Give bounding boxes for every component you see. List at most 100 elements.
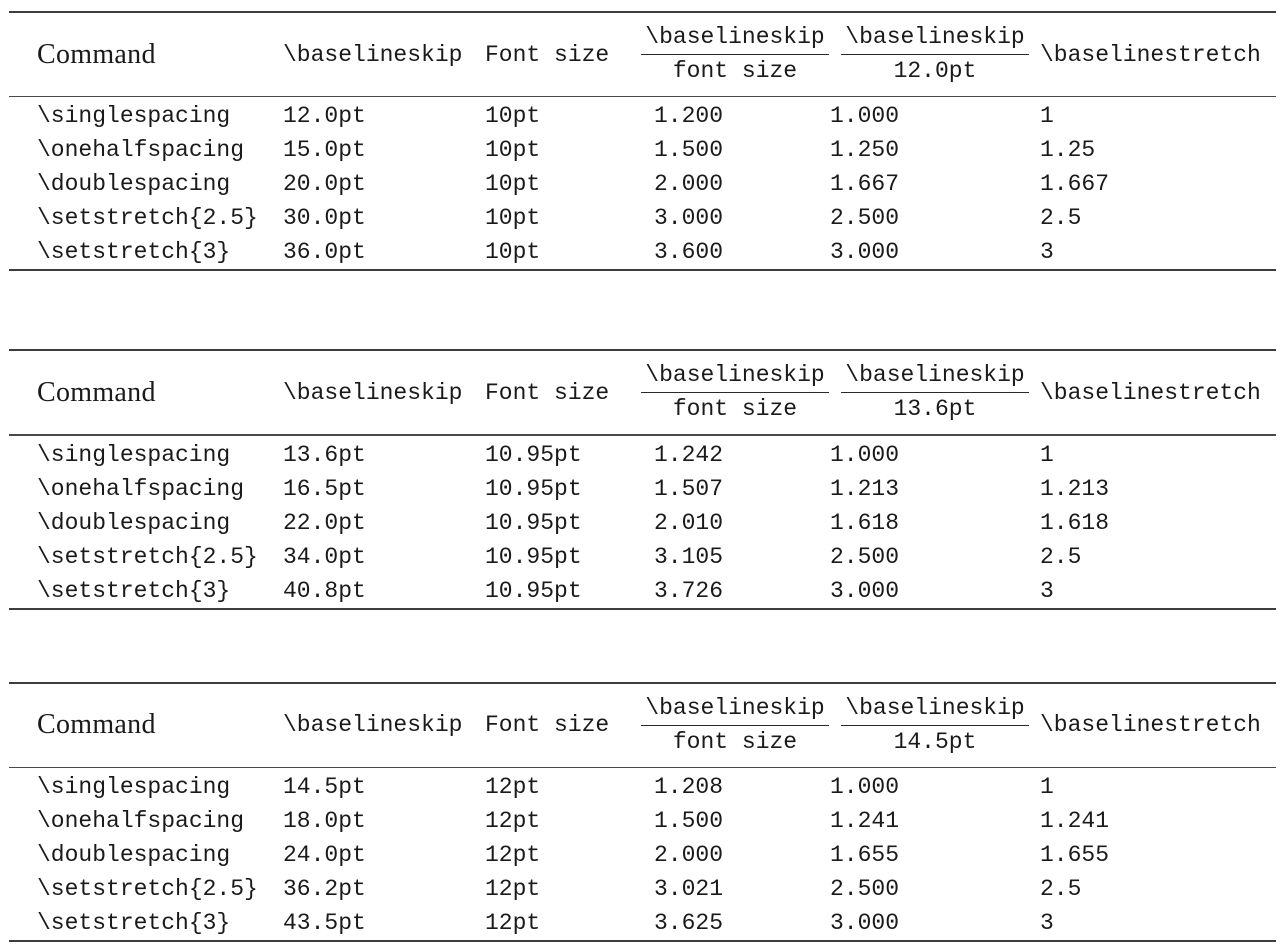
cell-ratio-fontsize: 2.000 <box>654 171 724 198</box>
cell-ratio-single: 3.000 <box>830 239 900 266</box>
cell-baselinestretch: 1 <box>1040 774 1054 801</box>
cell-ratio-fontsize: 1.500 <box>654 808 724 835</box>
fraction: \baselineskip 12.0pt <box>841 23 1029 86</box>
header-ratio-baselineskip-single: \baselineskip 14.5pt <box>830 694 1040 757</box>
cell-command: \doublespacing <box>37 509 231 536</box>
cell-font-size: 10pt <box>485 137 541 164</box>
fraction-denominator: font size <box>672 728 798 755</box>
spacing-table-10-95pt: Command \baselineskip Font size \baselin… <box>9 349 1276 610</box>
header-command: Command <box>37 376 156 408</box>
table-row: \singlespacing 13.6pt 10.95pt 1.242 1.00… <box>9 438 1276 472</box>
cell-ratio-fontsize: 3.600 <box>654 239 724 266</box>
cell-command: \onehalfspacing <box>37 137 245 164</box>
cell-ratio-single: 1.000 <box>830 441 900 468</box>
cell-ratio-fontsize: 3.625 <box>654 910 724 937</box>
cell-font-size: 12pt <box>485 774 541 801</box>
cell-ratio-single: 1.241 <box>830 808 900 835</box>
header-row: Command \baselineskip Font size \baselin… <box>9 351 1276 434</box>
cell-baselinestretch: 1 <box>1040 441 1054 468</box>
cell-baselineskip: 36.2pt <box>283 876 366 903</box>
fraction: \baselineskip font size <box>641 23 829 86</box>
header-ratio-baselineskip-fontsize: \baselineskip font size <box>640 694 830 757</box>
cell-font-size: 12pt <box>485 876 541 903</box>
cell-command: \setstretch{2.5} <box>37 205 258 232</box>
cell-ratio-single: 1.000 <box>830 103 900 130</box>
cell-baselineskip: 22.0pt <box>283 509 366 536</box>
fraction-denominator: font size <box>672 58 798 84</box>
fraction: \baselineskip font size <box>641 694 829 757</box>
cell-baselineskip: 40.8pt <box>283 577 366 604</box>
cell-command: \singlespacing <box>37 103 231 130</box>
cell-baselinestretch: 2.5 <box>1040 205 1082 232</box>
table-row: \doublespacing 24.0pt 12pt 2.000 1.655 1… <box>9 838 1276 872</box>
cell-command: \onehalfspacing <box>37 475 245 502</box>
cell-baselinestretch: 2.5 <box>1040 543 1082 570</box>
header-command: Command <box>37 709 156 741</box>
cell-baselineskip: 34.0pt <box>283 543 366 570</box>
header-ratio-baselineskip-single: \baselineskip 12.0pt <box>830 23 1040 86</box>
header-font-size: Font size <box>485 712 610 739</box>
fraction-denominator: font size <box>672 396 798 423</box>
cell-ratio-fontsize: 1.208 <box>654 774 724 801</box>
cell-baselineskip: 36.0pt <box>283 239 366 266</box>
cell-ratio-single: 2.500 <box>830 876 900 903</box>
cell-font-size: 10.95pt <box>485 509 582 536</box>
cell-baselinestretch: 1.655 <box>1040 842 1110 869</box>
table-body: \singlespacing 14.5pt 12pt 1.208 1.000 1… <box>9 768 1276 940</box>
table-row: \onehalfspacing 15.0pt 10pt 1.500 1.250 … <box>9 133 1276 167</box>
cell-ratio-fontsize: 1.200 <box>654 103 724 130</box>
fraction-denominator: 13.6pt <box>893 396 977 423</box>
cell-ratio-fontsize: 2.010 <box>654 509 724 536</box>
spacing-table-10pt: Command \baselineskip Font size \baselin… <box>9 11 1276 272</box>
cell-font-size: 10.95pt <box>485 475 582 502</box>
header-baselineskip: \baselineskip <box>283 712 463 739</box>
table-gap <box>9 610 1276 682</box>
cell-command: \setstretch{3} <box>37 910 231 937</box>
cell-ratio-single: 3.000 <box>830 577 900 604</box>
cell-baselineskip: 13.6pt <box>283 441 366 468</box>
table-row: \doublespacing 22.0pt 10.95pt 2.010 1.61… <box>9 506 1276 540</box>
fraction-numerator: \baselineskip <box>641 694 829 726</box>
cell-ratio-fontsize: 1.507 <box>654 475 724 502</box>
fraction: \baselineskip font size <box>641 361 829 424</box>
header-ratio-baselineskip-fontsize: \baselineskip font size <box>640 23 830 86</box>
cell-command: \singlespacing <box>37 774 231 801</box>
table-row: \setstretch{3} 40.8pt 10.95pt 3.726 3.00… <box>9 574 1276 608</box>
cell-baselineskip: 20.0pt <box>283 171 366 198</box>
cell-baselineskip: 30.0pt <box>283 205 366 232</box>
table-row: \singlespacing 12.0pt 10pt 1.200 1.000 1 <box>9 99 1276 133</box>
header-baselinestretch: \baselinestretch <box>1040 41 1261 68</box>
table-gap <box>9 271 1276 349</box>
header-rule <box>9 96 1276 98</box>
header-font-size: Font size <box>485 379 610 406</box>
cell-baselineskip: 24.0pt <box>283 842 366 869</box>
cell-ratio-single: 1.250 <box>830 137 900 164</box>
cell-font-size: 10.95pt <box>485 577 582 604</box>
bottom-rule <box>9 607 1276 610</box>
top-rule <box>9 349 1276 352</box>
header-ratio-baselineskip-single: \baselineskip 13.6pt <box>830 361 1040 424</box>
cell-font-size: 10.95pt <box>485 441 582 468</box>
table-row: \onehalfspacing 16.5pt 10.95pt 1.507 1.2… <box>9 472 1276 506</box>
top-rule <box>9 681 1276 684</box>
cell-font-size: 10pt <box>485 103 541 130</box>
cell-ratio-fontsize: 2.000 <box>654 842 724 869</box>
cell-baselinestretch: 3 <box>1040 910 1054 937</box>
header-font-size: Font size <box>485 41 610 68</box>
cell-ratio-single: 1.618 <box>830 509 900 536</box>
cell-command: \doublespacing <box>37 171 231 198</box>
header-baselineskip: \baselineskip <box>283 379 463 406</box>
fraction-numerator: \baselineskip <box>841 23 1029 55</box>
cell-baselineskip: 12.0pt <box>283 103 366 130</box>
cell-font-size: 10pt <box>485 239 541 266</box>
cell-font-size: 12pt <box>485 808 541 835</box>
cell-command: \setstretch{2.5} <box>37 876 258 903</box>
header-baselineskip: \baselineskip <box>283 41 463 68</box>
fraction-numerator: \baselineskip <box>841 694 1029 726</box>
cell-baselinestretch: 3 <box>1040 239 1054 266</box>
cell-baselinestretch: 2.5 <box>1040 876 1082 903</box>
cell-baselineskip: 14.5pt <box>283 774 366 801</box>
top-rule <box>9 11 1276 13</box>
bottom-rule <box>9 269 1276 272</box>
